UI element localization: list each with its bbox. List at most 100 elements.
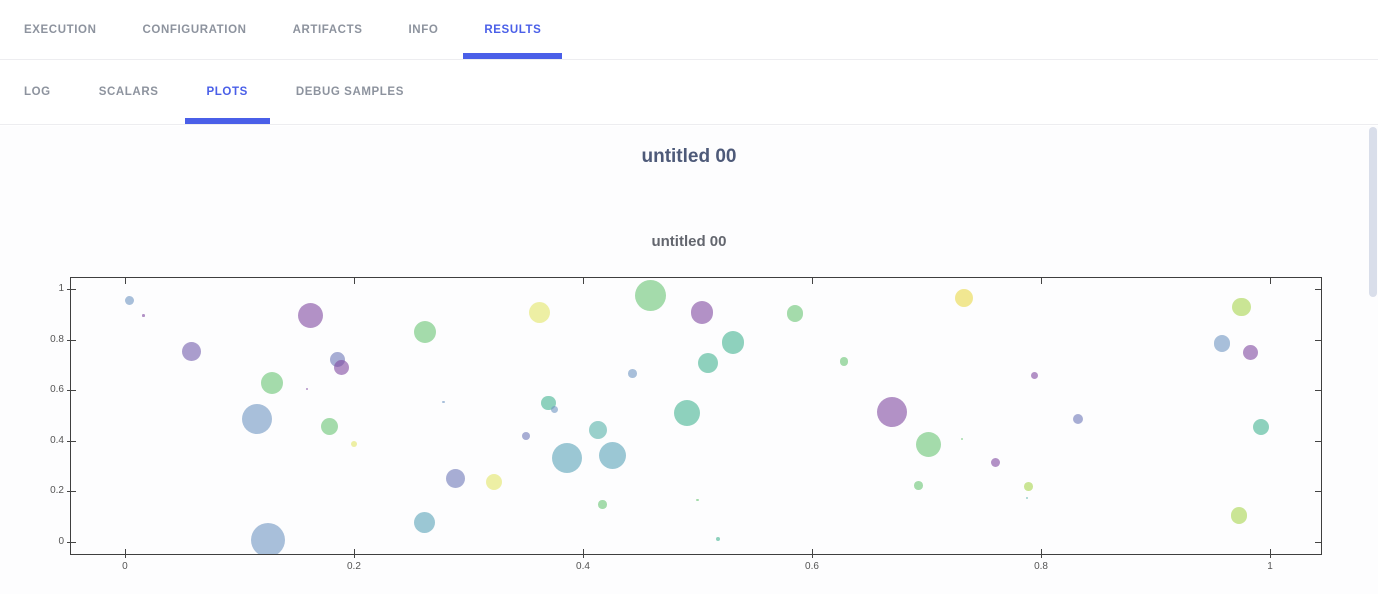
x-axis-tick (353, 549, 355, 558)
y-axis-tick (1315, 339, 1321, 341)
scatter-point[interactable] (1026, 497, 1029, 500)
x-axis-tick-label: 0 (122, 561, 128, 572)
scatter-point[interactable] (333, 359, 349, 375)
tab-execution[interactable]: EXECUTION (1, 0, 120, 59)
y-axis-tick (1315, 491, 1321, 493)
subtab-log[interactable]: LOG (0, 60, 75, 124)
y-axis-tick-label: 0.8 (50, 333, 64, 345)
plot-group-title: untitled 00 (641, 146, 737, 167)
scatter-point[interactable] (1072, 414, 1083, 425)
scatter-point[interactable] (786, 305, 804, 322)
scatter-point[interactable] (715, 536, 721, 542)
scatter-point[interactable] (521, 431, 530, 440)
scatter-point[interactable] (251, 522, 286, 554)
scatter-point[interactable] (1024, 482, 1033, 491)
scatter-point[interactable] (1230, 506, 1248, 524)
scatter-point[interactable] (635, 279, 667, 311)
y-axis-tick-label: 0 (58, 536, 64, 548)
scatter-point[interactable] (350, 440, 358, 448)
scatter-point[interactable] (414, 511, 436, 533)
scatter-point[interactable] (674, 399, 701, 426)
sub-tabbar: LOG SCALARS PLOTS DEBUG SAMPLES (0, 60, 1378, 125)
scatter-point[interactable] (528, 302, 550, 324)
scatter-point[interactable] (260, 372, 283, 395)
scatter-point[interactable] (446, 469, 466, 489)
x-axis-tick (124, 278, 126, 284)
y-axis-tick (67, 491, 76, 493)
subtab-debug-samples[interactable]: DEBUG SAMPLES (272, 60, 428, 124)
tab-configuration[interactable]: CONFIGURATION (120, 0, 270, 59)
tab-artifacts[interactable]: ARTIFACTS (270, 0, 386, 59)
scatter-point[interactable] (599, 442, 627, 470)
scatter-point[interactable] (721, 331, 745, 354)
scatter-point[interactable] (990, 457, 1000, 468)
scatter-point[interactable] (960, 437, 964, 440)
scatter-point[interactable] (839, 357, 849, 366)
scatter-point[interactable] (551, 442, 582, 473)
scatter-point[interactable] (125, 296, 134, 306)
x-axis-tick (811, 278, 813, 284)
x-axis-tick-label: 0.6 (805, 561, 819, 572)
y-axis-tick (1315, 288, 1321, 290)
y-axis-tick-label: 0.2 (50, 485, 64, 497)
x-axis-tick-label: 0.4 (576, 561, 590, 572)
tab-label: RESULTS (484, 23, 542, 36)
scatter-point[interactable] (1213, 335, 1231, 352)
scatter-plot[interactable]: 0 0.2 0.4 0.6 0.8 1 0 0.2 0.4 0.6 0.8 1 (50, 277, 1322, 572)
x-axis-tick-label: 0.8 (1034, 561, 1048, 572)
scatter-point[interactable] (690, 301, 714, 324)
scatter-point[interactable] (1030, 371, 1038, 379)
y-axis-tick (1315, 542, 1321, 544)
tab-label: DEBUG SAMPLES (295, 86, 404, 98)
scatter-point[interactable] (697, 353, 718, 374)
scatter-point[interactable] (321, 418, 339, 436)
scatter-point[interactable] (877, 396, 908, 427)
x-axis-tick-label: 1 (1267, 561, 1273, 572)
tab-label: PLOTS (206, 86, 248, 98)
scatter-point[interactable] (955, 288, 974, 307)
y-axis-tick (67, 339, 76, 341)
subtab-scalars[interactable]: SCALARS (75, 60, 183, 124)
x-axis-tick (582, 278, 584, 284)
x-axis-tick-label: 0.2 (347, 561, 361, 572)
scatter-point[interactable] (441, 400, 445, 404)
x-axis-tick (1041, 278, 1043, 284)
x-axis-tick (811, 549, 813, 558)
scatter-point[interactable] (1232, 297, 1251, 317)
scatter-point[interactable] (305, 387, 309, 391)
main-tabbar: EXECUTION CONFIGURATION ARTIFACTS INFO RESUL… (0, 0, 1378, 60)
y-axis-tick (67, 542, 76, 544)
scatter-point[interactable] (550, 405, 558, 413)
x-axis-tick (353, 278, 355, 284)
x-axis-tick (1270, 549, 1272, 558)
y-axis-tick (67, 288, 76, 290)
x-axis-tick (124, 549, 126, 558)
scatter-point[interactable] (588, 420, 608, 440)
x-axis-tick (582, 549, 584, 558)
scatter-point[interactable] (914, 481, 923, 490)
y-axis-tick (1315, 390, 1321, 392)
scatter-point[interactable] (485, 473, 502, 490)
tab-label: ARTIFACTS (292, 23, 363, 36)
scatter-point[interactable] (696, 499, 699, 502)
scatter-point[interactable] (1242, 344, 1259, 361)
scatter-point[interactable] (181, 341, 201, 361)
tab-results[interactable]: RESULTS (461, 0, 564, 59)
scatter-point[interactable] (627, 368, 637, 378)
x-axis-tick (1270, 278, 1272, 284)
y-axis-tick-label: 1 (58, 282, 64, 294)
x-axis-tick (1041, 549, 1043, 558)
scatter-point[interactable] (241, 404, 272, 435)
scatter-point[interactable] (413, 320, 436, 343)
scatter-point[interactable] (1252, 418, 1269, 435)
y-axis-tick-label: 0.6 (50, 384, 64, 396)
scatter-point[interactable] (598, 500, 607, 509)
scatter-point[interactable] (141, 314, 145, 318)
subtab-plots[interactable]: PLOTS (183, 60, 272, 124)
y-axis-tick (67, 390, 76, 392)
scatter-point[interactable] (297, 303, 323, 329)
scatter-point[interactable] (916, 432, 942, 458)
tab-info[interactable]: INFO (386, 0, 462, 59)
y-axis-tick-label: 0.4 (50, 434, 64, 446)
vertical-scrollbar-thumb[interactable] (1369, 127, 1377, 297)
